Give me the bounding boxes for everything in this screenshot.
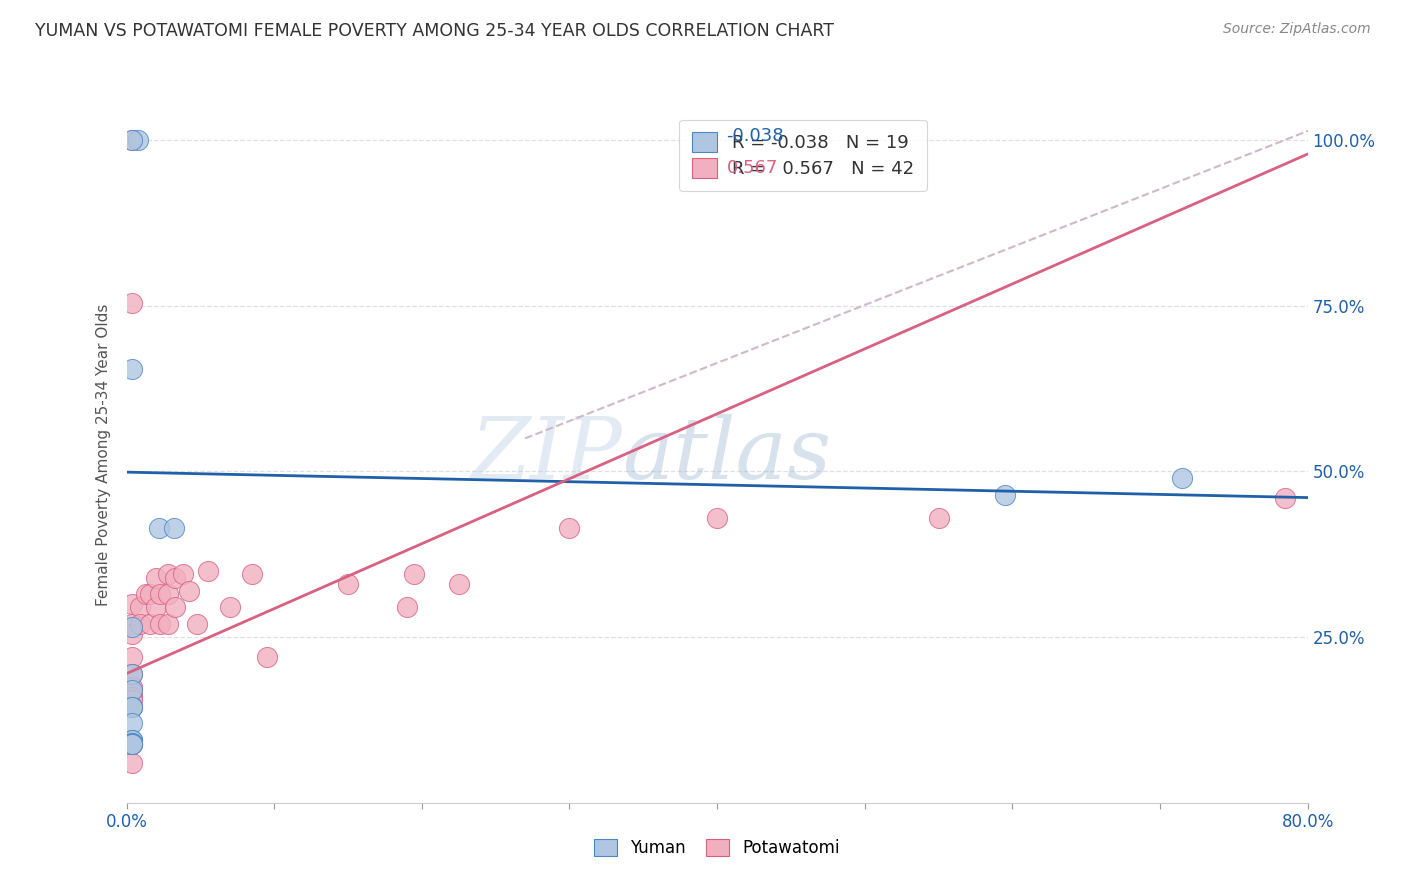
Point bbox=[128, 616, 150, 631]
Point bbox=[172, 567, 194, 582]
Point bbox=[447, 577, 470, 591]
Point bbox=[121, 699, 143, 714]
Point bbox=[163, 521, 186, 535]
Point bbox=[121, 683, 143, 698]
Point bbox=[177, 583, 200, 598]
Point bbox=[197, 564, 219, 578]
Point bbox=[121, 686, 143, 700]
Text: ZIP: ZIP bbox=[471, 414, 623, 496]
Point bbox=[121, 616, 143, 631]
Point bbox=[121, 716, 143, 731]
Point bbox=[145, 600, 167, 615]
Point bbox=[994, 488, 1017, 502]
Point bbox=[121, 732, 143, 747]
Point bbox=[156, 587, 179, 601]
Point bbox=[128, 600, 150, 615]
Legend: Yuman, Potawatomi: Yuman, Potawatomi bbox=[588, 832, 846, 864]
Point bbox=[121, 738, 143, 752]
Point bbox=[121, 738, 143, 752]
Point bbox=[165, 600, 187, 615]
Point bbox=[121, 666, 143, 681]
Point bbox=[121, 666, 143, 681]
Point bbox=[139, 616, 162, 631]
Point bbox=[121, 736, 143, 750]
Point bbox=[149, 616, 172, 631]
Point bbox=[121, 699, 143, 714]
Point bbox=[149, 587, 172, 601]
Point bbox=[337, 577, 360, 591]
Point bbox=[121, 627, 143, 641]
Point bbox=[121, 736, 143, 750]
Point bbox=[121, 732, 143, 747]
Point bbox=[121, 738, 143, 752]
Text: -0.038: -0.038 bbox=[727, 128, 785, 145]
Point bbox=[145, 570, 167, 584]
Point bbox=[404, 567, 426, 582]
Text: YUMAN VS POTAWATOMI FEMALE POVERTY AMONG 25-34 YEAR OLDS CORRELATION CHART: YUMAN VS POTAWATOMI FEMALE POVERTY AMONG… bbox=[35, 22, 834, 40]
Point bbox=[135, 587, 157, 601]
Point bbox=[156, 616, 179, 631]
Point bbox=[156, 567, 179, 582]
Point bbox=[121, 620, 143, 634]
Point bbox=[121, 361, 143, 376]
Point bbox=[165, 570, 187, 584]
Point bbox=[256, 650, 278, 665]
Point bbox=[186, 616, 208, 631]
Point bbox=[240, 567, 263, 582]
Text: atlas: atlas bbox=[623, 414, 832, 496]
Point bbox=[706, 511, 728, 525]
Text: 0.567: 0.567 bbox=[727, 159, 778, 177]
Point bbox=[121, 650, 143, 665]
Point bbox=[121, 693, 143, 707]
Point bbox=[148, 521, 170, 535]
Point bbox=[219, 600, 242, 615]
Y-axis label: Female Poverty Among 25-34 Year Olds: Female Poverty Among 25-34 Year Olds bbox=[96, 304, 111, 606]
Point bbox=[928, 511, 950, 525]
Point bbox=[558, 521, 581, 535]
Point bbox=[121, 680, 143, 694]
Point bbox=[121, 699, 143, 714]
Point bbox=[121, 756, 143, 770]
Point bbox=[1171, 471, 1194, 485]
Point bbox=[121, 597, 143, 611]
Point bbox=[121, 295, 143, 310]
Point bbox=[1274, 491, 1296, 505]
Point bbox=[396, 600, 419, 615]
Point bbox=[121, 133, 143, 147]
Point bbox=[127, 133, 149, 147]
Point bbox=[139, 587, 162, 601]
Point bbox=[121, 690, 143, 704]
Point bbox=[121, 133, 143, 147]
Text: Source: ZipAtlas.com: Source: ZipAtlas.com bbox=[1223, 22, 1371, 37]
